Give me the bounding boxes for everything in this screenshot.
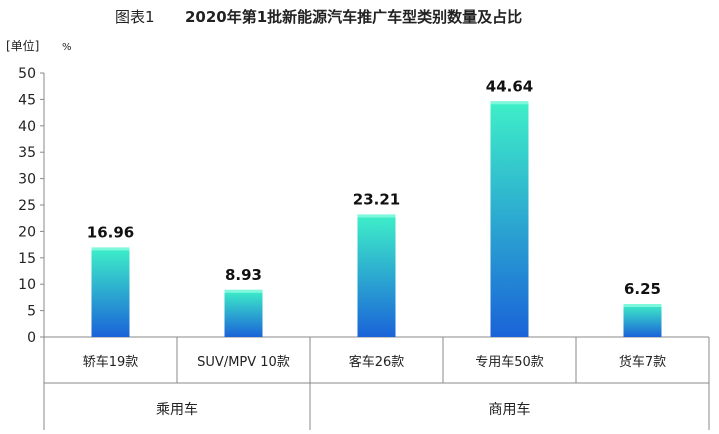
bar-value-label: 44.64 xyxy=(486,77,533,95)
category-label: 专用车50款 xyxy=(475,354,544,370)
bar-value-label: 16.96 xyxy=(87,223,134,241)
bar xyxy=(623,304,662,337)
bar-top-cap xyxy=(91,247,130,251)
bar-value-label: 8.93 xyxy=(225,266,262,284)
bar-top-cap xyxy=(490,101,529,105)
y-tick-label: 0 xyxy=(27,330,36,346)
bar xyxy=(490,101,529,337)
y-tick-label: 25 xyxy=(18,198,36,214)
bar xyxy=(357,214,396,337)
y-tick-label: 10 xyxy=(18,277,36,293)
y-tick-label: 35 xyxy=(18,145,36,161)
unit-label: [单位] xyxy=(6,38,39,53)
category-label: 轿车19款 xyxy=(83,354,139,370)
bar xyxy=(224,289,263,337)
group-label: 乘用车 xyxy=(156,401,198,418)
bar-value-label: 23.21 xyxy=(353,190,400,208)
labels: 乘用车 商用车 16.96 轿车19款 8.93 SUV/MPV 10款 23.21 客车26… xyxy=(83,77,666,418)
bar-top-cap xyxy=(623,304,662,307)
chart-title: 2020年第1批新能源汽车推广车型类别数量及占比 xyxy=(185,8,522,26)
bar-top-cap xyxy=(357,214,396,218)
y-tick-label: 50 xyxy=(18,66,36,82)
bar-value-label: 6.25 xyxy=(624,280,661,298)
bar-top-cap xyxy=(224,289,263,293)
chart-title-prefix: 图表1 xyxy=(115,8,155,26)
y-tick-label: 20 xyxy=(18,224,36,240)
y-tick-label: 15 xyxy=(18,251,36,267)
group-label: 商用车 xyxy=(489,401,531,418)
y-tick-label: 30 xyxy=(18,172,36,188)
category-label: SUV/MPV 10款 xyxy=(197,355,290,370)
category-label: 货车7款 xyxy=(619,354,666,370)
category-label: 客车26款 xyxy=(349,354,405,370)
bar xyxy=(91,247,130,337)
y-tick-label: 5 xyxy=(27,304,36,320)
bars xyxy=(91,101,662,337)
unit-symbol: % xyxy=(62,42,72,53)
y-tick-label: 40 xyxy=(18,119,36,135)
axes: 0 5 10 15 20 25 30 35 40 45 50 xyxy=(18,66,710,430)
y-tick-label: 45 xyxy=(18,92,36,108)
